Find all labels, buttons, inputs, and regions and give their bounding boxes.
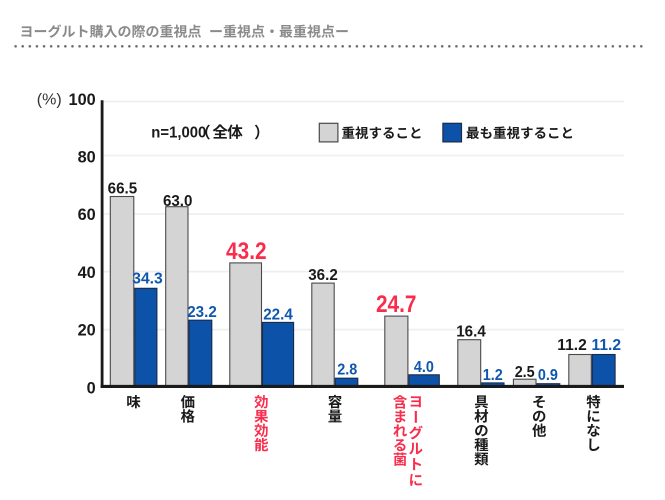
svg-text:36.2: 36.2 [308,267,338,284]
svg-text:100: 100 [69,91,96,109]
svg-text:66.5: 66.5 [108,181,138,198]
svg-text:(%): (%) [37,92,62,109]
svg-text:11.2: 11.2 [557,337,587,354]
svg-text:34.3: 34.3 [132,271,163,288]
svg-text:40: 40 [78,264,96,282]
svg-text:24.7: 24.7 [376,291,417,318]
svg-text:2.8: 2.8 [337,362,357,379]
svg-text:23.2: 23.2 [187,304,217,321]
svg-text:63.0: 63.0 [163,193,193,210]
svg-text:11.2: 11.2 [592,337,622,354]
svg-text:0: 0 [87,380,96,398]
svg-text:80: 80 [78,149,96,167]
svg-text:2.5: 2.5 [515,364,535,381]
svg-text:43.2: 43.2 [226,238,267,265]
svg-text:16.4: 16.4 [456,324,486,341]
svg-text:20: 20 [78,322,96,340]
svg-text:n=1,000: n=1,000 [151,124,206,141]
svg-text:0.9: 0.9 [538,367,558,384]
svg-text:4.0: 4.0 [414,359,434,376]
svg-text:60: 60 [78,206,96,224]
svg-text:1.2: 1.2 [483,367,503,384]
svg-text:22.4: 22.4 [263,306,293,323]
